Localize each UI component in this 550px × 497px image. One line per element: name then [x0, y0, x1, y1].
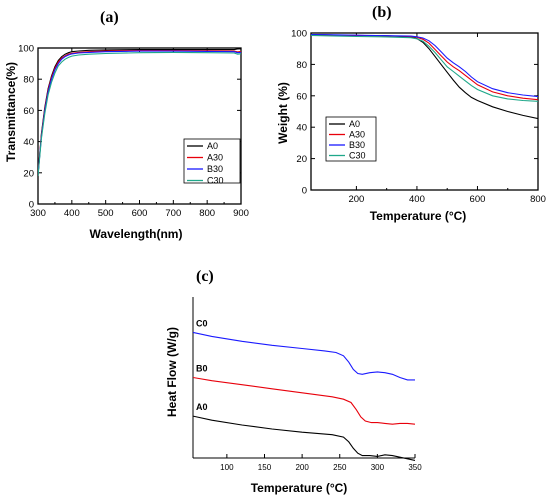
- x-tick-label: 600: [132, 208, 148, 219]
- panel-a-label: (a): [100, 9, 119, 26]
- y-tick-label: 0: [302, 186, 307, 197]
- panel-a-plot-area: 300 400 500 600 700 800 900 0 20 40 60 80 100 A0 A30B3…: [18, 44, 249, 220]
- series-line-a0: [193, 415, 415, 461]
- panel-b-label: (b): [372, 4, 392, 21]
- panel-c-label: (c): [196, 268, 214, 285]
- legend-label-a0: A0: [207, 141, 218, 151]
- y-tick-label: 40: [23, 137, 34, 148]
- panel-c-x-axis-title: Temperature (°C): [251, 481, 348, 495]
- panel-c-y-axis-title: Heat Flow (W/g): [165, 327, 179, 417]
- legend-label-c30: C30: [349, 151, 366, 161]
- y-tick-label: 20: [23, 168, 34, 179]
- plot-frame: [310, 32, 539, 191]
- x-tick-label: 300: [371, 463, 385, 472]
- panel-b-y-axis-title: Weight (%): [276, 82, 290, 144]
- y-tick-label: 80: [296, 60, 307, 71]
- y-tick-label: 100: [18, 44, 34, 55]
- panel-c-heatflow-chart: (c) Temperature (°C) Heat Flow (W/g) 100…: [165, 268, 422, 495]
- series-line-b0: [193, 376, 415, 425]
- legend-label-a30: A30: [349, 130, 365, 140]
- panel-a-y-axis-title: Transmittance(%): [4, 62, 18, 162]
- x-tick-label: 150: [258, 463, 272, 472]
- y-tick-label: 100: [291, 29, 307, 40]
- x-tick-label: 600: [470, 194, 486, 205]
- x-tick-label: 700: [165, 208, 181, 219]
- y-tick-label: 0: [29, 200, 34, 211]
- x-tick-label: 800: [530, 194, 546, 205]
- x-tick-label: 100: [220, 463, 234, 472]
- panel-c-plot-area: 100 150 200 250 300 350 C0 B0 A0: [192, 297, 422, 472]
- panel-a-x-axis-title: Wavelength(nm): [90, 227, 183, 241]
- legend-label-b30: B30: [207, 164, 223, 174]
- x-tick-label: 200: [295, 463, 309, 472]
- panel-b-x-axis-title: Temperature (°C): [370, 209, 467, 223]
- x-tick-label: 400: [409, 194, 425, 205]
- series-label-b0: B0: [196, 364, 208, 374]
- x-tick-label: 800: [199, 208, 215, 219]
- legend-label-a30: A30: [207, 153, 223, 163]
- series-line-b30: [38, 50, 241, 175]
- x-tick-label: 250: [333, 463, 347, 472]
- y-tick-label: 20: [296, 154, 307, 165]
- x-tick-label: 300: [30, 208, 46, 219]
- series-line-c0: [193, 331, 415, 381]
- series-label-c0: C0: [196, 318, 208, 328]
- panel-a-transmittance-chart: (a) Wavelength(nm) Transmittance(%) 300 4…: [4, 9, 249, 241]
- x-tick-label: 500: [98, 208, 114, 219]
- x-tick-label: 400: [64, 208, 80, 219]
- panel-b-weight-chart: (b) Temperature (°C) Weight (%) 200 400 60…: [276, 4, 546, 223]
- legend-label-a0: A0: [349, 119, 360, 129]
- y-tick-label: 60: [23, 106, 34, 117]
- series-line-c30: [38, 51, 241, 176]
- legend-label-b30: B30: [349, 140, 365, 150]
- y-tick-label: 80: [23, 75, 34, 86]
- x-tick-label: 200: [348, 194, 364, 205]
- series-line-c30: [311, 34, 538, 102]
- x-tick-label: 900: [233, 208, 249, 219]
- x-tick-label: 350: [408, 463, 422, 472]
- y-tick-label: 60: [296, 91, 307, 102]
- series-label-a0: A0: [196, 402, 208, 412]
- series-line-a0: [311, 34, 538, 120]
- series-line-b30: [311, 34, 538, 98]
- y-tick-label: 40: [296, 123, 307, 134]
- legend-label-c30: C30: [207, 176, 224, 186]
